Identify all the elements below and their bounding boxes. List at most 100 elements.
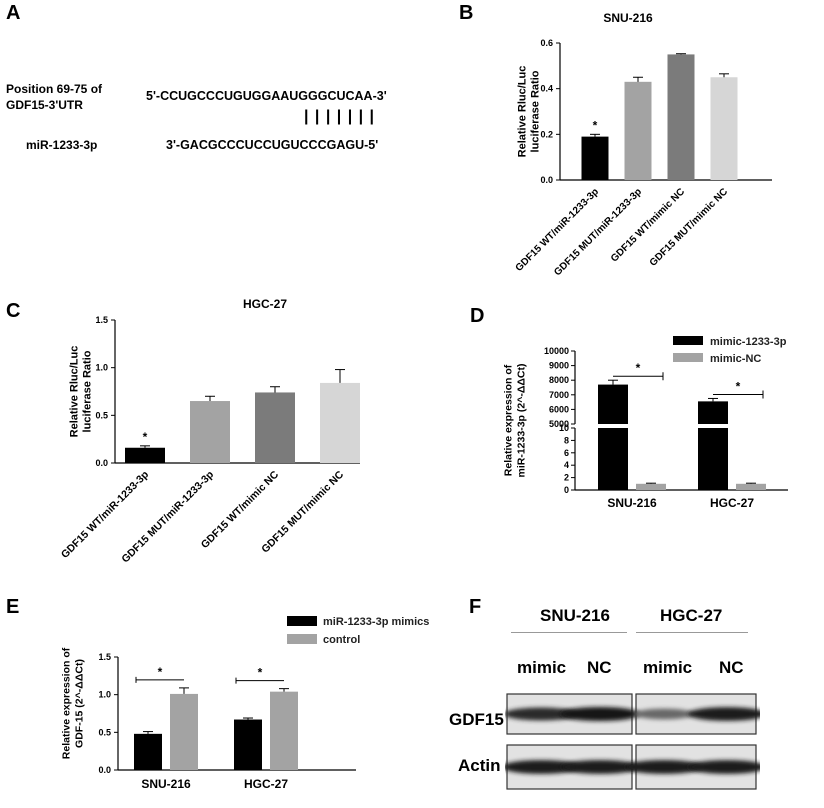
- bar: [624, 81, 652, 180]
- y-tick-label: 10: [559, 423, 569, 433]
- legend-label: mimic-1233-3p: [710, 336, 787, 348]
- chart-title: HGC-27: [243, 297, 287, 311]
- chart-c: HGC-27 0.0 0.5 1.0 1.5 Relative Rluc/Luc lucif…: [59, 297, 360, 565]
- y-axis-title: Relative expression of GDF-15 (2^-ΔΔCt): [61, 647, 86, 759]
- y-tick-label: 1.0: [95, 363, 108, 373]
- y-axis-title-line: Relative Rluc/Luc: [517, 66, 529, 158]
- blot-band: [560, 707, 640, 721]
- chart-title: SNU-216: [603, 11, 653, 25]
- x-tick-label: GDF15 WT/mimic NC: [609, 186, 687, 264]
- panel-label-f: F: [469, 596, 482, 618]
- pairing-marks: | | | | | | |: [304, 108, 376, 125]
- lane-label-1: mimic: [517, 658, 567, 677]
- lane-label-2: NC: [587, 658, 612, 677]
- blot-band: [687, 707, 760, 721]
- bar: [190, 401, 230, 463]
- y-tick-label: 1.0: [98, 690, 111, 700]
- blot-group-line-1: [511, 632, 627, 633]
- bar: [234, 719, 262, 770]
- blot-group-line-2: [636, 632, 748, 633]
- chart-b: SNU-216 0.0 0.2 0.4 0.6 Relative Rluc/Luc luci…: [514, 11, 772, 278]
- bar: [698, 428, 728, 490]
- y-axis-title: Relative Rluc/Luc luciferase Ratio: [69, 346, 94, 438]
- bar: [710, 77, 738, 180]
- y-tick-label: 0.5: [98, 727, 111, 737]
- y-tick-label: 6000: [549, 404, 569, 414]
- mirna-sequence: 3'-GACGCCCUCCUGUCCCGAGU-5': [166, 138, 379, 152]
- site-label-line-1: Position 69-75 of: [6, 82, 103, 96]
- significance-mark: *: [143, 430, 148, 444]
- legend-label: mimic-NC: [710, 353, 761, 365]
- bar: [170, 693, 198, 770]
- blot-band: [624, 760, 704, 774]
- legend-swatch: [287, 616, 317, 626]
- x-tick-label: GDF15 MUT/miR-1233-3p: [552, 186, 644, 278]
- significance-mark: *: [258, 666, 263, 680]
- mirna-label: miR-1233-3p: [26, 138, 98, 152]
- y-tick-label: 4: [564, 460, 569, 470]
- blot-group-label-2: HGC-27: [660, 606, 723, 625]
- panel-label-e: E: [6, 596, 20, 618]
- bar: [736, 483, 766, 490]
- y-tick-label: 8: [564, 435, 569, 445]
- y-tick-label: 0.0: [540, 175, 553, 185]
- y-axis-title-line: GDF-15 (2^-ΔΔCt): [74, 659, 86, 748]
- significance-mark: *: [593, 118, 598, 132]
- y-tick-label: 0.0: [98, 765, 111, 775]
- x-tick-label: SNU-216: [607, 496, 657, 510]
- panel-label-b: B: [459, 2, 474, 24]
- y-tick-label: 1.5: [98, 652, 111, 662]
- site-label-line-2: GDF15-3'UTR: [6, 98, 83, 112]
- x-tick-label: GDF15 MUT/mimic NC: [648, 186, 730, 268]
- bar: [698, 401, 728, 424]
- panel-label-d: D: [470, 305, 485, 327]
- x-tick-label: HGC-27: [710, 496, 754, 510]
- y-tick-label: 0.4: [540, 84, 553, 94]
- lane-label-4: NC: [719, 658, 744, 677]
- chart-e: 0.0 0.5 1.0 1.5 Relative expression of GDF-15…: [61, 616, 429, 791]
- legend-swatch: [673, 336, 703, 345]
- bar: [255, 392, 295, 463]
- y-axis-title: Relative expression of miR-1233-3p (2^-ΔΔ…: [503, 364, 528, 478]
- y-tick-label: 0.6: [540, 38, 553, 48]
- bar: [125, 447, 165, 463]
- y-tick-label: 10000: [544, 346, 569, 356]
- blot-band: [633, 708, 695, 720]
- row-label-actin: Actin: [458, 756, 501, 775]
- x-tick-label: GDF15 WT/miR-1233-3p: [514, 186, 602, 274]
- x-tick-label: HGC-27: [244, 777, 288, 791]
- legend-swatch: [287, 634, 317, 644]
- legend-label: miR-1233-3p mimics: [323, 616, 429, 628]
- significance-mark: *: [736, 379, 741, 393]
- y-axis-title-line: Relative expression of: [503, 364, 515, 476]
- y-axis-title-line: Relative Rluc/Luc: [69, 346, 81, 438]
- y-axis-title-line: luciferase Ratio: [530, 70, 542, 152]
- blot-band: [687, 760, 760, 774]
- utr-sequence: 5'-CCUGCCCUGUGGAAUGGGCUCAA-3': [146, 89, 387, 103]
- bar: [598, 428, 628, 490]
- y-tick-label: 2: [564, 473, 569, 483]
- y-tick-label: 0: [564, 485, 569, 495]
- y-tick-label: 7000: [549, 390, 569, 400]
- y-tick-label: 8000: [549, 375, 569, 385]
- blot-band: [560, 760, 640, 774]
- y-tick-label: 1.5: [95, 315, 108, 325]
- y-tick-label: 5000: [549, 419, 569, 429]
- x-tick-label: SNU-216: [141, 777, 191, 791]
- y-tick-label: 0.0: [95, 458, 108, 468]
- blot-group-label-1: SNU-216: [540, 606, 610, 625]
- panel-label-c: C: [6, 300, 21, 322]
- blot-band: [505, 707, 579, 721]
- y-axis-title-line: miR-1233-3p (2^-ΔΔCt): [516, 364, 528, 478]
- significance-mark: *: [158, 665, 163, 679]
- legend-swatch: [673, 353, 703, 362]
- y-tick-label: 6: [564, 448, 569, 458]
- bar: [581, 136, 609, 180]
- legend-label: control: [323, 634, 360, 646]
- significance-mark: *: [636, 361, 641, 375]
- bar: [134, 733, 162, 770]
- bar: [636, 483, 666, 490]
- y-axis-title: Relative Rluc/Luc luciferase Ratio: [517, 66, 542, 158]
